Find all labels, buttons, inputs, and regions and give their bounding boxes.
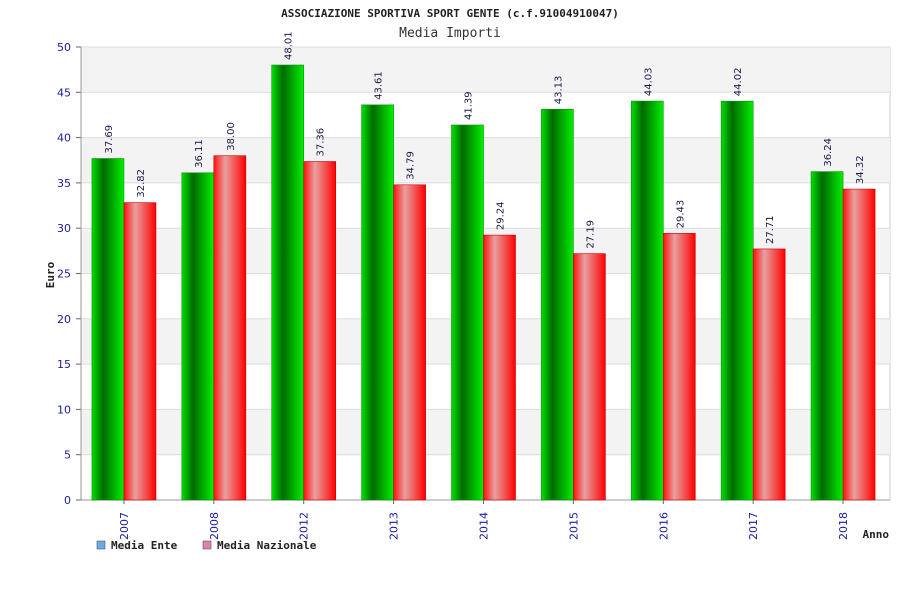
bar-media-nazionale-2017 (752, 248, 786, 501)
data-label: 37.69 (104, 125, 115, 154)
x-tick-label: 2013 (388, 512, 401, 540)
bar-media-nazionale-2012 (303, 161, 337, 501)
bar-media-ente-2016 (630, 100, 664, 501)
y-tick-label: 20 (57, 313, 71, 326)
bar-media-nazionale-2018 (842, 188, 876, 501)
y-tick-label: 40 (57, 132, 71, 145)
x-tick-label: 2018 (837, 512, 850, 540)
data-label: 36.24 (823, 138, 834, 167)
y-tick-label: 35 (57, 177, 71, 190)
data-label: 44.03 (643, 67, 654, 96)
data-label: 27.71 (765, 215, 776, 244)
bar-media-nazionale-2014 (483, 234, 516, 501)
plot-stripe (81, 47, 890, 93)
bar-media-nazionale-2008 (213, 155, 247, 501)
x-axis-label: Anno (863, 528, 890, 541)
data-label: 37.36 (316, 128, 327, 157)
bar-media-ente-2014 (451, 124, 484, 501)
y-tick-label: 5 (64, 449, 71, 462)
bar-media-nazionale-2015 (573, 253, 606, 501)
data-label: 29.43 (675, 200, 686, 229)
data-label: 34.32 (855, 155, 866, 184)
data-label: 34.79 (406, 151, 417, 180)
data-label: 41.39 (464, 91, 475, 120)
data-label: 38.00 (226, 122, 237, 151)
x-tick-label: 2015 (567, 512, 580, 540)
x-axis-ticks: 2007 2008 2012 2013 2014 2015 2016 2017 2018 (118, 500, 850, 540)
x-tick-label: 2008 (208, 512, 221, 540)
bar-media-ente-2012 (271, 64, 305, 501)
chart-title: ASSOCIAZIONE SPORTIVA SPORT GENTE (c.f.9… (281, 7, 619, 20)
y-tick-label: 45 (57, 86, 71, 99)
data-label: 29.24 (496, 201, 507, 230)
x-tick-label: 2014 (478, 512, 491, 540)
data-labels: 37.69 32.82 36.11 38.00 48.01 37.36 43.61 34.79… (104, 31, 866, 248)
bar-media-ente-2018 (810, 171, 844, 501)
legend-swatch-media-nazionale (202, 540, 212, 550)
bars (91, 64, 876, 501)
x-tick-label: 2016 (657, 512, 670, 540)
y-tick-label: 50 (57, 41, 71, 54)
y-axis-label: Euro (44, 261, 57, 288)
y-tick-label: 25 (57, 268, 71, 281)
data-label: 43.13 (553, 76, 564, 105)
data-label: 32.82 (136, 169, 147, 198)
data-label: 43.61 (374, 71, 385, 100)
bar-media-nazionale-2013 (393, 184, 426, 501)
chart-subtitle: Media Importi (399, 26, 501, 41)
y-tick-label: 10 (57, 403, 71, 416)
bar-media-nazionale-2016 (662, 233, 696, 501)
data-label: 48.01 (284, 31, 295, 60)
legend-label-media-nazionale: Media Nazionale (217, 539, 317, 552)
x-tick-label: 2007 (118, 512, 131, 540)
data-label: 36.11 (194, 139, 205, 168)
x-tick-label: 2012 (298, 512, 311, 540)
legend-swatch-media-ente (96, 540, 106, 550)
y-tick-label: 0 (64, 494, 71, 507)
bar-media-ente-2017 (720, 100, 754, 501)
data-label: 44.02 (733, 68, 744, 97)
bar-media-ente-2008 (181, 172, 215, 501)
y-tick-label: 30 (57, 222, 71, 235)
bar-media-ente-2007 (91, 158, 125, 501)
bar-media-nazionale-2007 (123, 202, 157, 501)
bar-media-ente-2015 (541, 108, 574, 501)
data-label: 27.19 (585, 220, 596, 249)
y-tick-label: 15 (57, 358, 71, 371)
legend-label-media-ente: Media Ente (111, 539, 178, 552)
legend: Media Ente Media Nazionale (96, 539, 317, 552)
x-tick-label: 2017 (747, 512, 760, 540)
bar-media-ente-2013 (361, 104, 394, 501)
